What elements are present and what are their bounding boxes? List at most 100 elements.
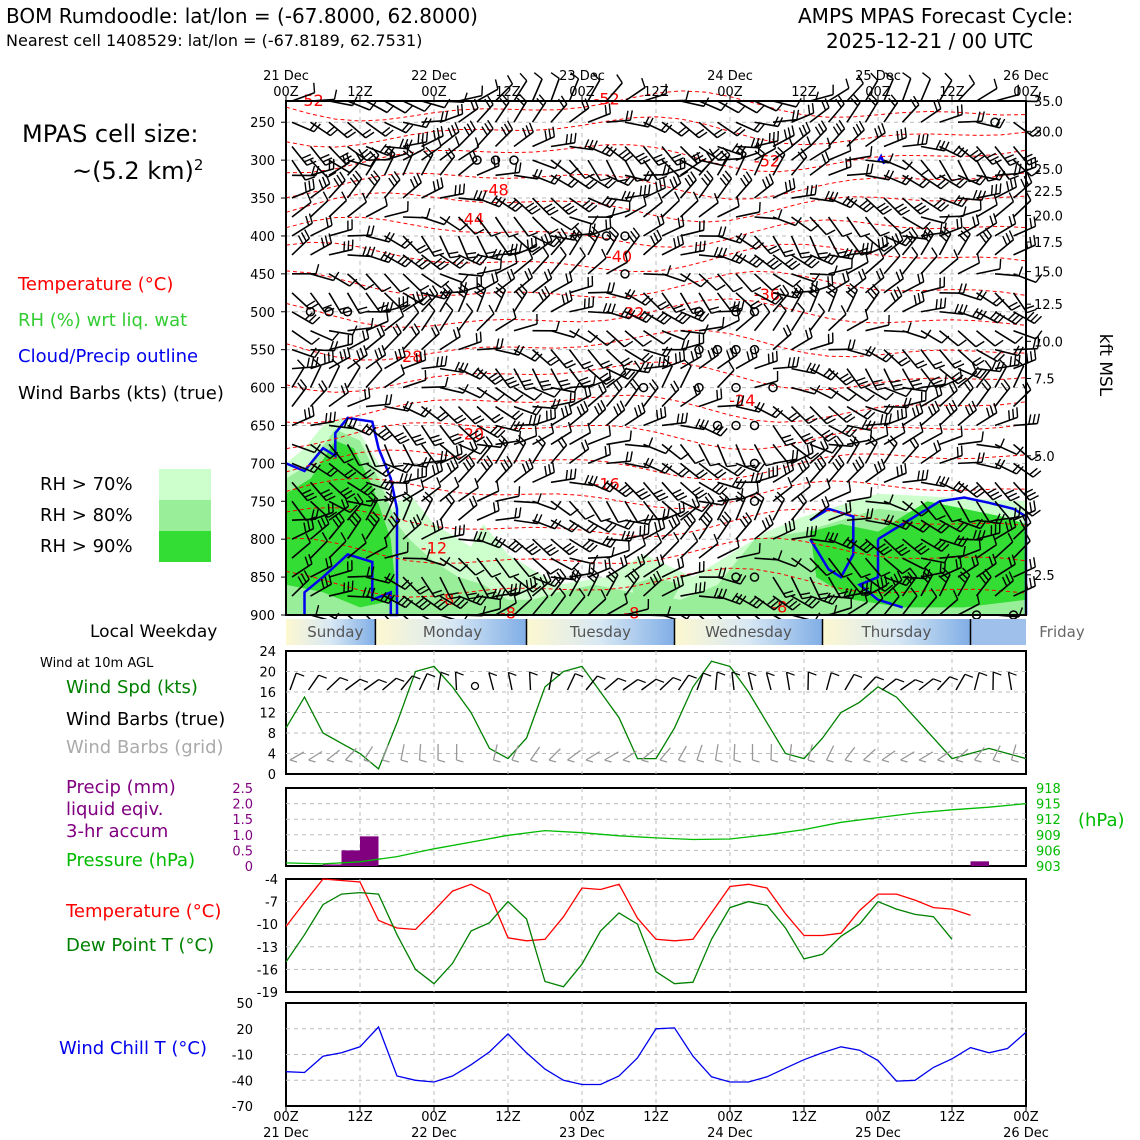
wind-barb — [827, 435, 844, 464]
wind-barb-flag — [918, 178, 928, 186]
wind-barb-flag — [568, 548, 579, 556]
wind-barb-flag — [983, 378, 992, 388]
wind-barb — [402, 323, 421, 351]
wind-barb — [439, 103, 464, 123]
wind-barb-flag — [869, 487, 873, 498]
wind-barb-flag — [694, 458, 705, 465]
wind-barb-flag — [306, 160, 317, 166]
wind-barb — [809, 151, 830, 176]
wind-barb-staff — [606, 209, 630, 218]
wind-barb — [791, 102, 815, 123]
wind-barb — [457, 235, 478, 259]
wind-barb-flag — [901, 549, 911, 557]
wind-barb — [642, 379, 659, 408]
wind-barb-flag — [578, 376, 589, 382]
wind-barb-flag — [494, 196, 502, 206]
calm-circle — [749, 307, 760, 317]
wind-barb-flag — [483, 458, 491, 468]
wind-barb-flag — [883, 548, 893, 556]
wind-barb-flag — [348, 518, 357, 527]
wind-barb — [291, 311, 321, 325]
wind-barb-flag — [805, 329, 810, 340]
wind-barb — [939, 217, 963, 237]
wind-barb-flag — [719, 177, 728, 187]
wind-barb-flag — [388, 573, 395, 584]
wind-barb-flag — [507, 199, 517, 208]
wind-barb-flag — [432, 438, 443, 443]
wind-barb-flag — [874, 128, 879, 138]
wind-barb-staff — [476, 216, 492, 237]
windchill-ytick-0: 50 — [236, 997, 253, 1012]
rh80-label: RH > 80% — [40, 505, 133, 526]
wind-barb — [846, 557, 871, 579]
wind-barb-flag — [297, 576, 304, 586]
wind-barb-flag — [365, 283, 375, 291]
wind-barb-flag — [706, 170, 714, 179]
wind-barb-flag — [332, 271, 340, 281]
wind-barb — [439, 326, 461, 351]
wind-barb-flag — [387, 518, 395, 528]
wind-barb — [384, 346, 406, 370]
wind-barb-flag — [536, 97, 544, 107]
wind-barb-flag — [971, 400, 977, 411]
wind-barb-flag — [377, 347, 383, 358]
wind-barb-staff — [864, 597, 884, 616]
wind-barb — [772, 178, 796, 199]
wind-barb-staff — [642, 201, 663, 218]
surface-barb-grid — [308, 750, 323, 763]
wind-barb-flag — [935, 299, 938, 310]
surface-barb-true — [765, 672, 775, 691]
wind-barb-flag — [519, 72, 528, 82]
wind-barb-flag — [700, 518, 708, 527]
wind-barb-flag — [756, 105, 765, 114]
wind-barb-flag — [960, 104, 963, 115]
wind-barb-flag — [770, 600, 779, 608]
wind-barb-flag — [1011, 314, 1020, 323]
wind-barb-flag — [956, 147, 965, 156]
surface-barb-true-flag — [617, 677, 627, 682]
wind-barb-staff — [809, 146, 831, 161]
surface-barb-grid-flag — [326, 759, 335, 763]
wind-barb-flag — [389, 394, 393, 405]
wind-barb — [291, 178, 315, 199]
wind-barb-staff — [291, 201, 312, 218]
wind-barb — [291, 570, 310, 597]
wind-barb — [994, 145, 1020, 167]
wind-barb — [383, 511, 401, 540]
pressure-ytick-906: 906 — [1036, 844, 1061, 859]
wind-barb-flag — [538, 435, 546, 444]
wind-barb-flag — [455, 258, 465, 267]
wind-barb-flag — [472, 438, 478, 449]
wind-barb-flag — [681, 556, 685, 567]
wind-barb-flag — [491, 572, 502, 578]
wind-barb-flag — [676, 413, 680, 424]
wind-barb-flag — [635, 152, 645, 159]
wind-barb-flag — [673, 380, 680, 390]
wind-barb-flag — [308, 180, 311, 191]
wind-barb-flag — [814, 126, 822, 136]
weekday-band-1 — [375, 619, 527, 645]
wind-barb-flag — [639, 525, 642, 536]
wind-barb — [421, 376, 449, 389]
wind-barb-flag — [359, 483, 369, 492]
surface-barb-true-flag — [339, 677, 349, 682]
wind-barb-flag — [1033, 315, 1042, 324]
wind-barb-flag — [630, 230, 638, 240]
wind-barb-flag — [394, 432, 404, 438]
wind-barb — [383, 146, 396, 176]
wind-barb-staff — [365, 369, 383, 389]
cloud-outline-2 — [809, 507, 855, 579]
surface-barb-true-flag — [508, 671, 517, 676]
wind-barb — [698, 170, 714, 199]
wind-barb-flag — [662, 177, 666, 189]
wind-barb-flag — [526, 589, 533, 600]
wind-barb-flag — [392, 326, 399, 336]
wind-barb-flag — [1005, 232, 1011, 243]
wind-barb — [532, 462, 555, 484]
wind-barb-flag — [835, 458, 842, 468]
surface-barb-true — [382, 677, 405, 691]
wind-barb — [365, 147, 380, 176]
wind-barb-flag — [911, 227, 919, 237]
wind-barb-flag — [518, 162, 522, 173]
wind-barb — [846, 581, 873, 597]
